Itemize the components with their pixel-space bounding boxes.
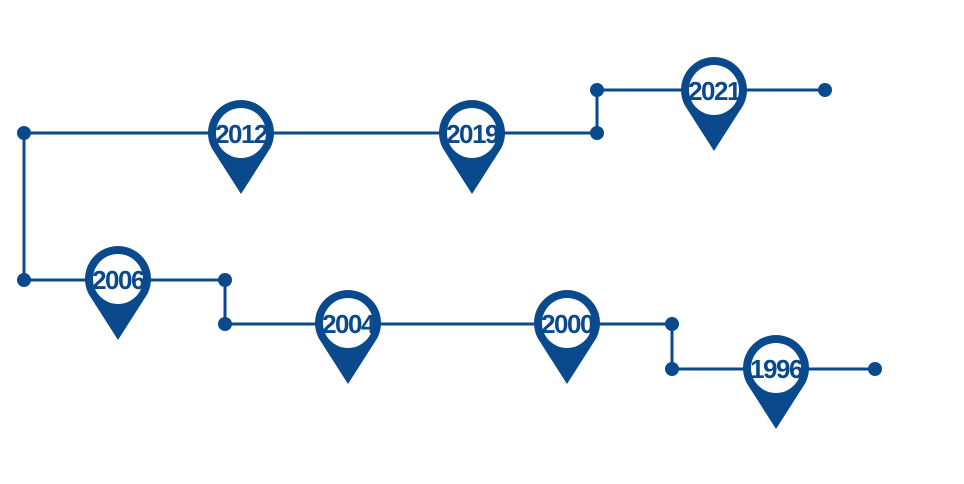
- map-pin-marker-2004: 2004: [315, 290, 381, 384]
- pin-inner-circle: [93, 254, 143, 304]
- map-pin-marker-2000: 2000: [534, 290, 600, 384]
- junction-dot: [17, 126, 31, 140]
- pin-inner-circle: [689, 65, 739, 115]
- junction-dot: [590, 126, 604, 140]
- map-pin-marker-2006: 2006: [85, 246, 151, 340]
- junction-dot: [665, 362, 679, 376]
- map-pin-marker-2021: 2021: [681, 57, 747, 151]
- junction-dot: [218, 317, 232, 331]
- pin-inner-circle: [447, 108, 497, 158]
- year-label: 2021: [688, 76, 741, 106]
- map-pin-marker-1996: 1996: [743, 335, 809, 429]
- year-label: 2006: [92, 265, 145, 295]
- map-pin-marker-2012: 2012: [208, 100, 274, 194]
- junction-dot: [665, 317, 679, 331]
- year-label: 1996: [750, 354, 803, 384]
- year-label: 2000: [541, 309, 594, 339]
- junction-dot: [590, 83, 604, 97]
- year-label: 2012: [215, 119, 268, 149]
- pin-inner-circle: [323, 298, 373, 348]
- pin-inner-circle: [216, 108, 266, 158]
- pin-inner-circle: [751, 343, 801, 393]
- end-dot: [868, 362, 882, 376]
- connector-dots: [17, 83, 882, 376]
- pin-inner-circle: [542, 298, 592, 348]
- map-pin-marker-2019: 2019: [439, 100, 505, 194]
- junction-dot: [17, 273, 31, 287]
- year-label: 2019: [446, 119, 499, 149]
- end-dot: [818, 83, 832, 97]
- junction-dot: [218, 273, 232, 287]
- year-label: 2004: [322, 309, 376, 339]
